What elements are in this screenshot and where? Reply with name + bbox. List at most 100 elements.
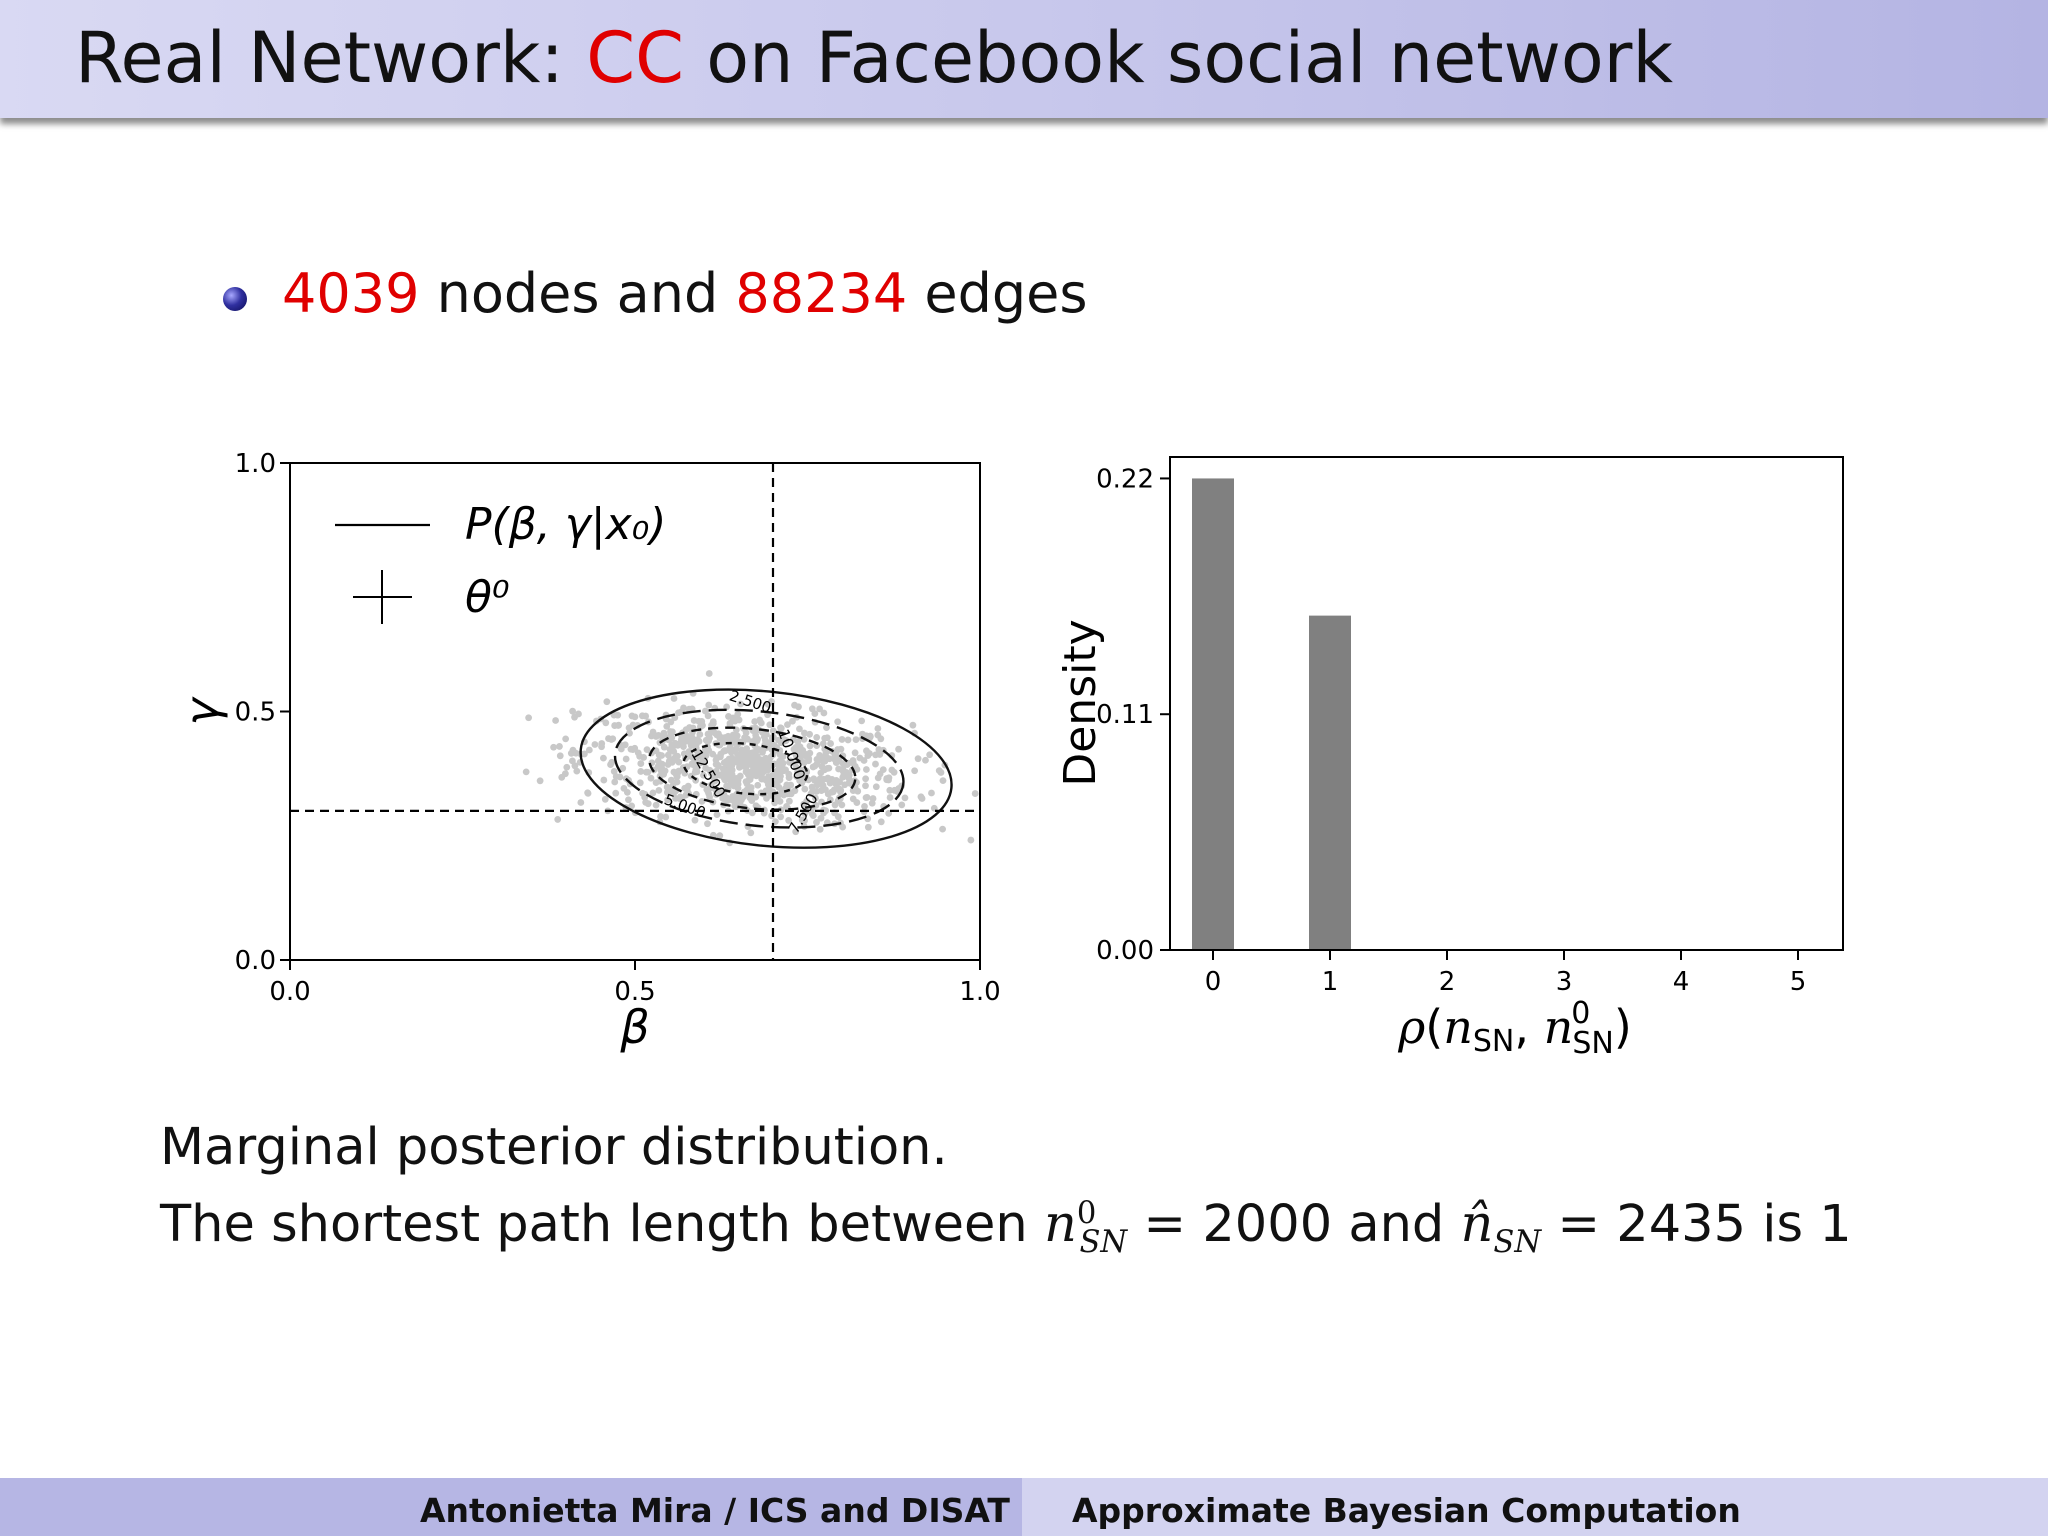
sample-point (675, 709, 682, 717)
sample-point (704, 820, 711, 828)
sample-point (655, 731, 662, 739)
sample-point (804, 751, 811, 759)
x-tick-label: 4 (1673, 967, 1690, 997)
sample-point (716, 832, 724, 840)
sample-point (701, 707, 709, 715)
sample-point (777, 772, 784, 780)
sample-point (811, 710, 819, 718)
sample-point (853, 799, 861, 806)
axes: 0.0 0.5 1.0 0.0 0.5 1.0 (235, 449, 1001, 1007)
sample-point (647, 774, 655, 782)
sample-point (705, 670, 713, 677)
sample-point (720, 759, 728, 767)
density-bar-chart: 0 1 2 3 4 5 0.00 0.11 0.22 Density ρ(nSN, n0 SN) (1055, 456, 1844, 1061)
sample-point (610, 768, 618, 775)
density-bar (1192, 478, 1234, 950)
sample-point (717, 750, 725, 758)
sample-point (823, 765, 831, 772)
sample-point (644, 768, 652, 776)
sample-point (794, 738, 802, 746)
sample-point (971, 790, 979, 797)
sample-point (752, 802, 760, 810)
sample-point (691, 816, 699, 824)
contour-line (579, 688, 953, 849)
sample-point (798, 752, 806, 760)
sample-point (625, 796, 632, 804)
sample-point (662, 813, 670, 821)
sample-point (673, 752, 681, 760)
sample-point (611, 722, 619, 729)
sample-point (723, 782, 730, 790)
y-tick-label: 0.11 (1096, 700, 1154, 730)
sample-point (807, 790, 815, 798)
contour-line (648, 726, 857, 811)
sample-point (628, 802, 636, 810)
sample-point (780, 791, 788, 799)
legend-entry: θ⁰ (465, 572, 510, 623)
sample-point (792, 828, 800, 836)
sample-point (603, 698, 611, 706)
sample-point (713, 811, 721, 819)
sample-point (736, 772, 744, 780)
sample-point (670, 748, 678, 755)
sample-point (886, 786, 894, 794)
sample-point (789, 717, 796, 725)
sample-point (816, 825, 824, 833)
edges-label: edges (907, 262, 1088, 325)
sample-point (898, 801, 906, 809)
sample-point (556, 752, 564, 760)
sample-point (602, 719, 610, 727)
sample-point (667, 776, 675, 784)
sample-point (569, 707, 576, 715)
slide-header: Real Network: CC on Facebook social netw… (0, 0, 2048, 118)
sample-point (702, 764, 710, 772)
sample-point (690, 717, 698, 724)
y-tick-label: 1.0 (235, 449, 276, 479)
sample-point (674, 741, 682, 749)
sample-point (660, 743, 668, 751)
sample-point (874, 731, 882, 739)
sample-point (664, 751, 672, 759)
sample-point (676, 793, 684, 801)
sample-point (792, 743, 800, 751)
sample-point (939, 777, 947, 785)
sample-point (680, 739, 688, 746)
sample-point (890, 768, 898, 776)
sample-point (766, 721, 774, 729)
sample-point (610, 711, 618, 719)
sample-point (600, 776, 608, 784)
y-axis-label: γ (175, 696, 229, 726)
sample-point (844, 736, 852, 744)
nhat-symbol: n̂SN (1460, 1195, 1542, 1261)
sample-point (837, 745, 845, 753)
sample-point (634, 749, 642, 757)
sample-point (637, 760, 645, 767)
sample-point (522, 768, 530, 776)
sample-point (835, 757, 843, 765)
sample-point (728, 754, 736, 762)
sample-point (805, 757, 812, 765)
sample-point (747, 761, 755, 769)
sample-point (577, 799, 585, 806)
sample-point (817, 769, 825, 777)
n0-symbol: n0SN (1043, 1195, 1128, 1261)
sample-point (840, 770, 848, 778)
sample-point (793, 764, 800, 771)
sample-point (573, 767, 581, 775)
sample-point (820, 709, 828, 717)
sample-point (631, 713, 639, 721)
sample-point (824, 775, 832, 783)
density-bar (1309, 615, 1351, 950)
footer-talk-title: Approximate Bayesian Computation (1072, 1491, 1741, 1530)
sample-point (725, 713, 732, 720)
sample-point (967, 836, 975, 844)
sample-point (839, 823, 847, 831)
sample-point (783, 802, 790, 810)
sample-point (886, 794, 894, 801)
sample-point (868, 799, 876, 807)
sample-point (755, 726, 763, 734)
sample-point (696, 731, 704, 738)
sample-point (704, 730, 712, 738)
sample-point (937, 769, 945, 776)
sample-point (832, 780, 840, 787)
